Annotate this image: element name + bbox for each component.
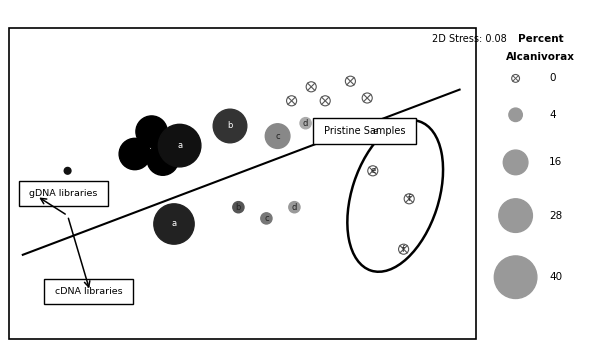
Text: c: c bbox=[275, 131, 280, 141]
Circle shape bbox=[213, 109, 247, 143]
Text: f: f bbox=[402, 245, 405, 254]
FancyBboxPatch shape bbox=[19, 181, 108, 206]
Text: 0: 0 bbox=[549, 74, 556, 83]
Circle shape bbox=[261, 213, 272, 224]
Text: b: b bbox=[236, 203, 241, 212]
Circle shape bbox=[64, 167, 71, 174]
Text: Pristine Samples: Pristine Samples bbox=[323, 126, 405, 136]
Text: f: f bbox=[408, 194, 410, 203]
Text: gDNA libraries: gDNA libraries bbox=[29, 189, 98, 198]
Circle shape bbox=[289, 202, 300, 213]
FancyBboxPatch shape bbox=[313, 118, 416, 144]
Circle shape bbox=[362, 93, 372, 103]
Circle shape bbox=[509, 108, 523, 122]
Circle shape bbox=[147, 144, 178, 175]
Circle shape bbox=[368, 166, 378, 176]
Text: d: d bbox=[303, 119, 308, 128]
Text: cDNA libraries: cDNA libraries bbox=[55, 287, 122, 296]
Circle shape bbox=[404, 194, 414, 204]
Text: e: e bbox=[370, 166, 376, 175]
Circle shape bbox=[287, 96, 296, 106]
Circle shape bbox=[265, 124, 290, 149]
Circle shape bbox=[119, 138, 151, 170]
Circle shape bbox=[233, 202, 244, 213]
Text: 16: 16 bbox=[549, 157, 562, 167]
Text: d: d bbox=[292, 203, 297, 212]
Text: 2D Stress: 0.08: 2D Stress: 0.08 bbox=[431, 33, 506, 44]
Text: 40: 40 bbox=[549, 272, 562, 282]
Circle shape bbox=[503, 150, 528, 175]
Text: a: a bbox=[172, 219, 176, 229]
Circle shape bbox=[346, 76, 355, 86]
Text: 4: 4 bbox=[549, 110, 556, 120]
Circle shape bbox=[499, 199, 532, 232]
Circle shape bbox=[320, 96, 330, 106]
Circle shape bbox=[398, 244, 409, 254]
Text: c: c bbox=[264, 214, 269, 223]
Circle shape bbox=[158, 124, 201, 167]
Circle shape bbox=[136, 116, 167, 147]
Text: e: e bbox=[373, 127, 378, 136]
Text: Percent: Percent bbox=[518, 33, 563, 44]
Circle shape bbox=[494, 256, 537, 298]
Circle shape bbox=[512, 75, 520, 82]
Text: Alcanivorax: Alcanivorax bbox=[506, 52, 575, 62]
Circle shape bbox=[306, 82, 316, 92]
FancyBboxPatch shape bbox=[44, 279, 133, 304]
Text: 28: 28 bbox=[549, 211, 562, 221]
Text: a: a bbox=[177, 141, 182, 150]
Circle shape bbox=[300, 118, 311, 129]
Circle shape bbox=[371, 127, 380, 136]
Text: b: b bbox=[227, 122, 233, 131]
Circle shape bbox=[154, 204, 194, 244]
